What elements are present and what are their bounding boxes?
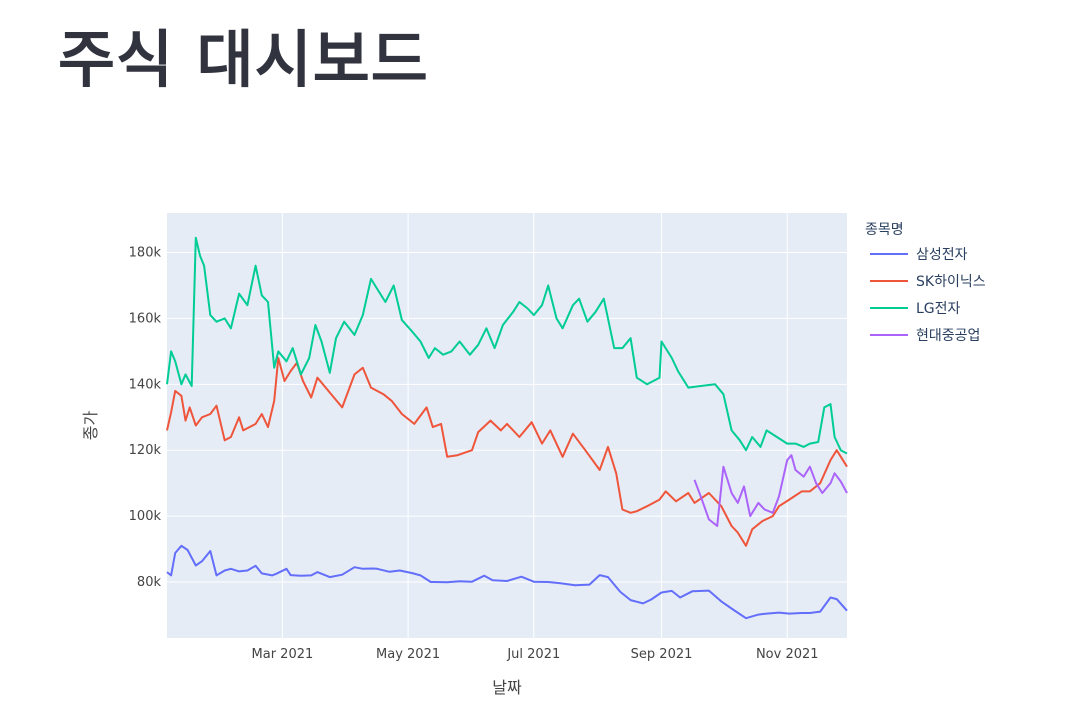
series-line-1[interactable] — [166, 357, 848, 547]
gridlines — [167, 213, 847, 638]
series-line-3[interactable] — [693, 454, 848, 527]
series-lines — [166, 236, 848, 620]
x-tick-label: May 2021 — [376, 647, 440, 662]
x-tick-label: Sep 2021 — [631, 647, 693, 662]
page-title: 주식 대시보드 — [58, 23, 429, 96]
y-tick-label: 80k — [137, 575, 162, 590]
legend-item[interactable]: 현대중공업 — [870, 328, 980, 344]
x-axis-title: 날짜 — [492, 678, 522, 697]
y-tick-label: 120k — [129, 443, 162, 458]
legend-item[interactable]: 삼성전자 — [870, 247, 968, 263]
legend-label: LG전자 — [916, 301, 961, 317]
y-tick-label: 160k — [129, 311, 162, 326]
legend-label: 현대중공업 — [916, 328, 980, 344]
y-tick-label: 100k — [129, 509, 162, 524]
legend-label: SK하이닉스 — [916, 274, 986, 290]
legend-label: 삼성전자 — [916, 247, 968, 263]
legend-title: 종목명 — [865, 222, 904, 238]
y-axis-title: 종가 — [81, 411, 100, 441]
legend-item[interactable]: LG전자 — [870, 301, 961, 317]
plot-area[interactable] — [167, 213, 847, 638]
x-tick-label: Mar 2021 — [252, 647, 314, 662]
x-axis-ticks: Mar 2021 May 2021 Jul 2021 Sep 2021 Nov 2021 — [252, 647, 819, 662]
x-tick-label: Jul 2021 — [506, 647, 560, 662]
x-tick-label: Nov 2021 — [756, 647, 819, 662]
y-axis-ticks: 80k 100k 120k 140k 160k 180k — [129, 246, 162, 590]
y-tick-label: 180k — [129, 246, 162, 261]
legend-item[interactable]: SK하이닉스 — [870, 274, 986, 290]
series-line-2[interactable] — [166, 236, 848, 455]
series-line-0[interactable] — [166, 544, 848, 620]
y-tick-label: 140k — [129, 377, 162, 392]
